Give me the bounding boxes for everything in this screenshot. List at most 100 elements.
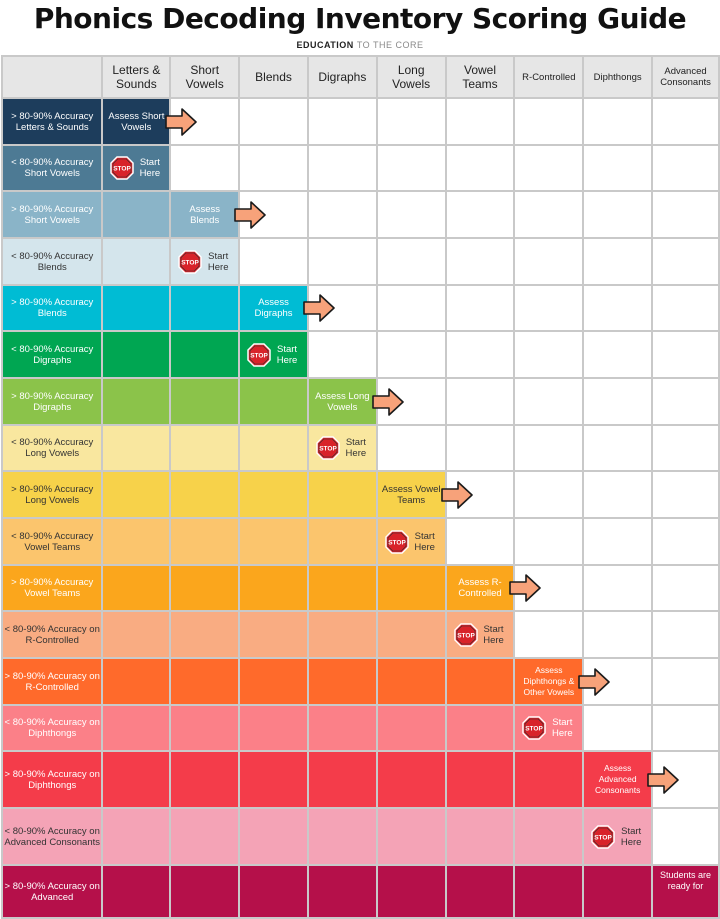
start-here-label: Start Here bbox=[139, 157, 161, 179]
grid-cell bbox=[651, 704, 720, 752]
start-here-label: Start Here bbox=[414, 530, 435, 553]
grid-cell bbox=[651, 237, 720, 286]
grid-cell bbox=[169, 750, 241, 809]
grid-cell bbox=[101, 377, 172, 426]
grid-cell bbox=[101, 470, 172, 519]
grid-cell bbox=[238, 750, 309, 809]
grid-cell bbox=[238, 610, 309, 659]
start-here-cell: STOP Start Here bbox=[306, 424, 378, 472]
grid-cell bbox=[375, 97, 447, 146]
row-label: < 80-90% Accuracy Digraphs bbox=[0, 330, 104, 379]
row-label: > 80-90% Accuracy on R-Controlled bbox=[0, 657, 104, 706]
grid-cell bbox=[513, 470, 585, 519]
grid-cell bbox=[306, 864, 378, 919]
assess-cell: Assess Long Vowels bbox=[306, 377, 404, 426]
grid-cell bbox=[375, 864, 447, 919]
start-here-cell: STOP Start Here bbox=[238, 330, 309, 379]
grid-cell bbox=[582, 330, 654, 379]
start-here-label: Start Here bbox=[552, 717, 573, 739]
grid-cell bbox=[238, 704, 309, 752]
grid-cell bbox=[375, 237, 447, 286]
arrow-right-icon bbox=[440, 480, 473, 509]
grid-cell bbox=[375, 424, 447, 472]
start-here-group: STOP Start Here bbox=[378, 529, 445, 554]
grid-cell bbox=[306, 657, 378, 706]
column-header: R-Controlled bbox=[513, 55, 585, 99]
assess-cell: Assess R-Controlled bbox=[444, 564, 542, 612]
grid-cell bbox=[375, 807, 447, 866]
table-row: > 80-90% Accuracy Digraphs Assess Long Vo… bbox=[0, 377, 720, 426]
grid-cell bbox=[513, 750, 585, 809]
grid-cell bbox=[651, 807, 720, 866]
grid-cell bbox=[582, 424, 654, 472]
stop-sign-icon: STOP bbox=[384, 529, 409, 554]
row-label: < 80-90% Accuracy Vowel Teams bbox=[0, 517, 104, 566]
stop-sign-label: STOP bbox=[113, 166, 131, 173]
table-row: > 80-90% Accuracy on Diphthongs Assess Ad… bbox=[0, 750, 720, 809]
table-row: < 80-90% Accuracy Short Vowels STOP Start … bbox=[0, 144, 720, 192]
grid-cell bbox=[238, 807, 309, 866]
assess-label: Assess Diphthongs & Other Vowels bbox=[523, 665, 575, 697]
grid-cell bbox=[651, 190, 720, 239]
grid-cell bbox=[169, 864, 241, 919]
column-header: Diphthongs bbox=[582, 55, 654, 99]
grid-cell bbox=[101, 657, 172, 706]
grid-cell bbox=[651, 750, 720, 809]
grid-cell bbox=[582, 864, 654, 919]
assess-label: Assess Digraphs bbox=[254, 297, 293, 319]
start-here-cell: STOP Start Here bbox=[375, 517, 447, 566]
grid-cell bbox=[444, 377, 516, 426]
brand-bold: EDUCATION bbox=[296, 40, 354, 50]
row-label: > 80-90% Accuracy Letters & Sounds bbox=[0, 97, 104, 146]
grid-cell bbox=[582, 190, 654, 239]
row-label: > 80-90% Accuracy Blends bbox=[0, 284, 104, 332]
grid-cell bbox=[444, 284, 516, 332]
start-here-group: STOP Start Here bbox=[515, 716, 582, 740]
grid-cell bbox=[169, 330, 241, 379]
grid-cell bbox=[169, 424, 241, 472]
grid-cell bbox=[651, 470, 720, 519]
table-row: < 80-90% Accuracy Vowel Teams STOP Start H… bbox=[0, 517, 720, 566]
grid-cell bbox=[169, 610, 241, 659]
grid-cell bbox=[513, 864, 585, 919]
grid-cell bbox=[444, 517, 516, 566]
row-label: > 80-90% Accuracy Vowel Teams bbox=[0, 564, 104, 612]
grid-cell bbox=[444, 330, 516, 379]
column-header: Letters & Sounds bbox=[101, 55, 172, 99]
grid-cell bbox=[513, 610, 585, 659]
start-here-label: Start Here bbox=[483, 623, 504, 646]
arrow-right-icon bbox=[578, 667, 611, 696]
row-label: < 80-90% Accuracy Long Vowels bbox=[0, 424, 104, 472]
grid-cell bbox=[651, 377, 720, 426]
grid-cell bbox=[375, 284, 447, 332]
grid-cell bbox=[306, 517, 378, 566]
grid-cell bbox=[375, 750, 447, 809]
grid-cell bbox=[582, 704, 654, 752]
grid-cell bbox=[513, 237, 585, 286]
stop-sign-label: STOP bbox=[181, 259, 199, 266]
grid-cell bbox=[651, 330, 720, 379]
grid-cell bbox=[375, 377, 447, 426]
table-row: > 80-90% Accuracy Letters & Sounds Assess… bbox=[0, 97, 720, 146]
arrow-right-icon bbox=[647, 765, 679, 794]
stop-sign-icon: STOP bbox=[178, 249, 202, 274]
table-row: < 80-90% Accuracy Long Vowels STOP Start H… bbox=[0, 424, 720, 472]
grid-cell bbox=[582, 144, 654, 192]
grid-cell bbox=[513, 807, 585, 866]
grid-cell bbox=[238, 657, 309, 706]
scoring-table: Letters & Sounds Short Vowels Blends Digrap… bbox=[0, 55, 720, 919]
grid-cell bbox=[238, 517, 309, 566]
grid-cell bbox=[306, 330, 378, 379]
row-label: > 80-90% Accuracy Long Vowels bbox=[0, 470, 104, 519]
grid-cell bbox=[513, 517, 585, 566]
grid-cell bbox=[651, 424, 720, 472]
stop-sign-icon: STOP bbox=[316, 436, 340, 460]
grid-cell bbox=[169, 284, 241, 332]
grid-cell bbox=[101, 564, 172, 612]
grid-cell bbox=[101, 330, 172, 379]
grid-cell bbox=[513, 144, 585, 192]
grid-cell bbox=[513, 97, 585, 146]
arrow-right-icon bbox=[371, 387, 404, 416]
assess-cell: Assess Blends bbox=[169, 190, 266, 239]
row-label: > 80-90% Accuracy Digraphs bbox=[0, 377, 104, 426]
